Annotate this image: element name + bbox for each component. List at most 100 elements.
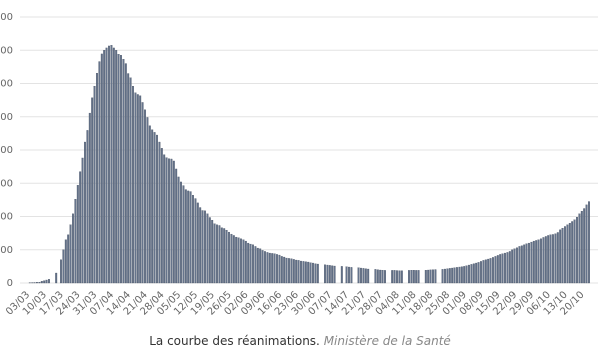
bar — [290, 258, 293, 284]
bar — [172, 160, 175, 284]
bar — [223, 228, 226, 284]
bar — [489, 258, 492, 284]
bar — [259, 248, 262, 284]
bar — [40, 281, 43, 284]
bar — [196, 202, 199, 284]
y-tick-label: 5000 — [0, 112, 13, 123]
bar — [376, 269, 379, 284]
bar — [153, 132, 156, 284]
bar — [360, 267, 362, 284]
bar — [501, 253, 504, 284]
y-tick-label: 6000 — [0, 79, 13, 90]
bar — [520, 245, 523, 284]
bar — [235, 236, 238, 284]
bar — [204, 210, 206, 284]
bar — [79, 171, 82, 284]
bar — [261, 250, 264, 284]
bar — [72, 213, 74, 284]
bar — [432, 269, 434, 284]
bar — [84, 141, 86, 284]
bar — [187, 190, 190, 284]
bar — [81, 157, 84, 284]
bar — [211, 220, 214, 284]
bar — [182, 185, 185, 284]
bar — [148, 125, 151, 284]
bar — [220, 227, 223, 284]
bar — [285, 257, 288, 284]
bar — [484, 259, 487, 284]
bar — [108, 45, 110, 284]
bar — [199, 207, 202, 284]
bar — [242, 239, 245, 284]
bar — [86, 130, 89, 284]
bar — [400, 270, 403, 284]
bar — [112, 47, 115, 284]
bar — [345, 266, 348, 284]
bar — [247, 242, 250, 284]
bar — [492, 257, 494, 284]
bar — [576, 217, 578, 284]
bar — [470, 264, 473, 284]
bar — [280, 256, 283, 284]
bar — [156, 134, 158, 284]
bar — [208, 217, 211, 284]
bar — [424, 270, 427, 284]
bar — [74, 199, 77, 284]
bar — [367, 268, 370, 284]
bar — [379, 269, 382, 284]
bar — [276, 254, 278, 284]
bar — [458, 266, 461, 284]
bar — [292, 259, 295, 284]
bar — [273, 253, 276, 284]
caption: La courbe des réanimations. Ministère de… — [149, 334, 451, 348]
bar — [201, 210, 204, 284]
bar — [542, 237, 545, 284]
bar — [120, 55, 122, 284]
bar — [252, 244, 254, 284]
bar — [278, 254, 281, 284]
bar — [571, 221, 574, 284]
bar — [237, 237, 240, 284]
bar — [456, 267, 458, 284]
bar — [256, 247, 259, 284]
y-tick-label: 3000 — [0, 178, 13, 189]
bar — [552, 234, 554, 284]
bar — [528, 242, 530, 284]
bar — [472, 263, 475, 284]
bar — [254, 246, 257, 284]
bar — [487, 258, 490, 284]
bar — [228, 231, 230, 284]
bar — [578, 213, 581, 284]
bar — [513, 248, 516, 284]
bar — [448, 268, 451, 284]
bar — [324, 264, 326, 284]
bar — [300, 260, 302, 284]
bar — [410, 270, 413, 284]
bar — [516, 247, 518, 284]
bar — [518, 246, 521, 284]
bar — [213, 223, 216, 284]
bar — [556, 232, 559, 284]
bar — [264, 251, 266, 284]
bar — [408, 270, 410, 284]
bar — [232, 235, 235, 284]
bar — [494, 256, 497, 284]
bar — [434, 269, 437, 284]
bar — [559, 229, 562, 284]
bar — [139, 95, 142, 284]
y-tick-label: 7000 — [0, 45, 13, 56]
bar — [499, 254, 502, 284]
bar — [115, 50, 118, 284]
bar — [163, 154, 166, 284]
bar — [523, 244, 526, 284]
bar — [96, 73, 98, 284]
bar — [412, 270, 415, 284]
bar — [511, 249, 514, 284]
bar — [340, 266, 343, 284]
bar — [398, 270, 401, 284]
bar — [105, 47, 108, 284]
bar — [561, 227, 564, 284]
bar — [535, 240, 538, 284]
bar — [506, 252, 509, 284]
